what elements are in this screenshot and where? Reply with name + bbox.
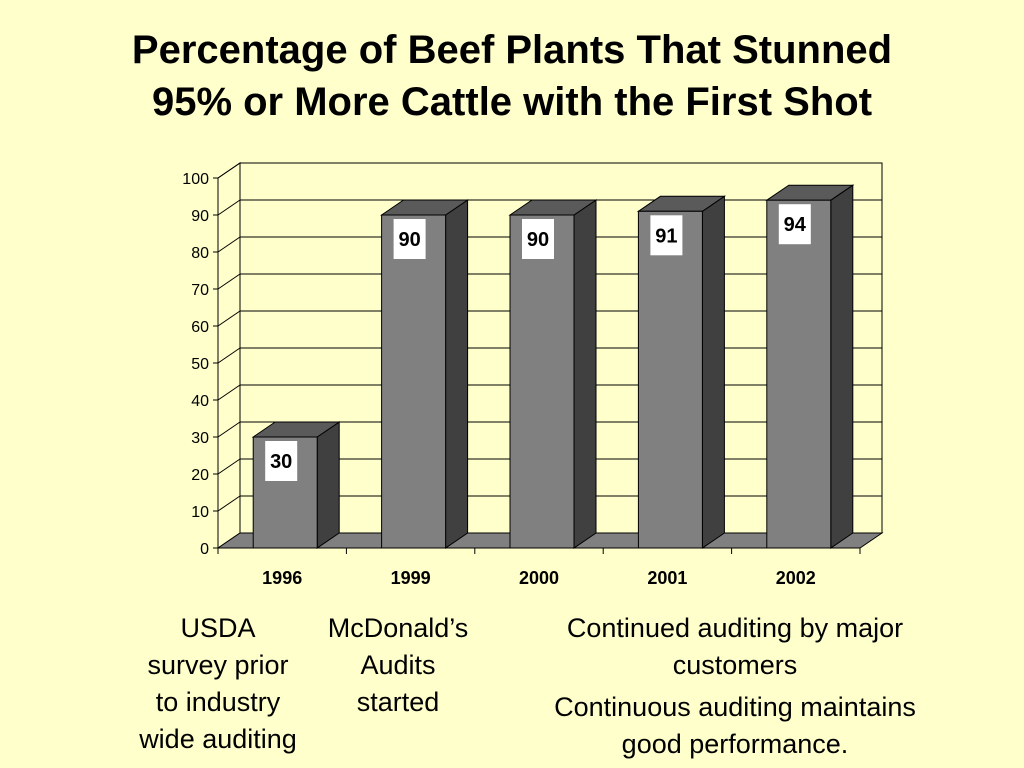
- data-label: 94: [784, 214, 807, 236]
- bar: [509, 214, 575, 549]
- note-mcdonalds-line-2: Audits: [360, 650, 436, 680]
- gridline-side: [217, 384, 241, 401]
- data-label-box: [778, 204, 811, 245]
- data-label: 91: [655, 225, 677, 247]
- note-usda-line-4: wide auditing: [139, 724, 297, 754]
- gridline-side: [217, 310, 241, 327]
- note-continued-line-2: customers: [672, 650, 798, 680]
- bar-side: [445, 199, 469, 549]
- note-continued-auditing: Continued auditing by major customers: [520, 610, 950, 684]
- bar-side: [830, 184, 854, 549]
- bar-chart: 0 10 20 30 40 50 60 70 80 90 100 30 1996 90 1999 90 2000…: [182, 162, 884, 588]
- y-tick-label: 50: [191, 356, 209, 373]
- data-label: 90: [398, 229, 420, 251]
- note-continued-line-1: Continued auditing by major: [566, 613, 904, 643]
- y-tick-label: 90: [191, 208, 209, 225]
- chart-title: Percentage of Beef Plants That Stunned 9…: [0, 24, 1024, 128]
- y-tick-label: 0: [200, 541, 209, 558]
- y-tick-label: 40: [191, 393, 209, 410]
- note-usda-survey: USDA survey prior to industry wide auditing: [118, 610, 318, 758]
- x-tick-label: 2000: [519, 568, 559, 588]
- note-usda-line-2: survey prior: [147, 650, 289, 680]
- y-tick-label: 30: [191, 430, 209, 447]
- x-tick-label: 2001: [647, 568, 687, 588]
- bar-side: [316, 421, 340, 549]
- gridline-side: [217, 236, 241, 253]
- gridline-side: [217, 458, 241, 475]
- note-maintains-line-1: Continuous auditing maintains: [554, 692, 916, 722]
- note-mcdonalds-line-3: started: [356, 687, 440, 717]
- gridline-side: [217, 162, 241, 179]
- gridline-side: [217, 421, 241, 438]
- gridline-side: [217, 347, 241, 364]
- x-tick-label: 2002: [776, 568, 816, 588]
- data-label-box: [393, 219, 426, 259]
- y-tick-label: 10: [191, 504, 209, 521]
- data-label-box: [522, 219, 554, 259]
- note-usda-line-1: USDA: [180, 613, 256, 643]
- data-label-box: [265, 441, 298, 481]
- data-label: 90: [527, 229, 549, 251]
- y-tick-label: 20: [191, 467, 209, 484]
- bar-side: [701, 195, 725, 549]
- x-tick-label: 1996: [262, 568, 302, 588]
- data-label: 30: [270, 451, 292, 473]
- note-continuous-auditing: Continuous auditing maintains good perfor…: [510, 689, 960, 763]
- bar-side: [573, 199, 597, 549]
- y-tick-label: 70: [191, 282, 209, 299]
- bar: [766, 199, 832, 549]
- x-tick-label: 1999: [391, 568, 431, 588]
- note-maintains-line-2: good performance.: [621, 729, 849, 759]
- chart-title-line-1: Percentage of Beef Plants That Stunned: [131, 28, 893, 72]
- y-tick-label: 60: [191, 319, 209, 336]
- y-tick-label: 80: [191, 245, 209, 262]
- gridline-side: [217, 495, 241, 512]
- bar: [637, 210, 703, 549]
- chart-title-line-2: 95% or More Cattle with the First Shot: [151, 80, 873, 124]
- note-mcdonalds-audits: McDonald’s Audits started: [300, 610, 496, 721]
- gridline-side: [217, 199, 241, 216]
- data-label-box: [650, 215, 683, 256]
- bar: [381, 214, 447, 549]
- note-mcdonalds-line-1: McDonald’s: [327, 613, 469, 643]
- y-tick-label: 100: [182, 171, 209, 188]
- note-usda-line-3: to industry: [155, 687, 281, 717]
- gridline-side: [217, 273, 241, 290]
